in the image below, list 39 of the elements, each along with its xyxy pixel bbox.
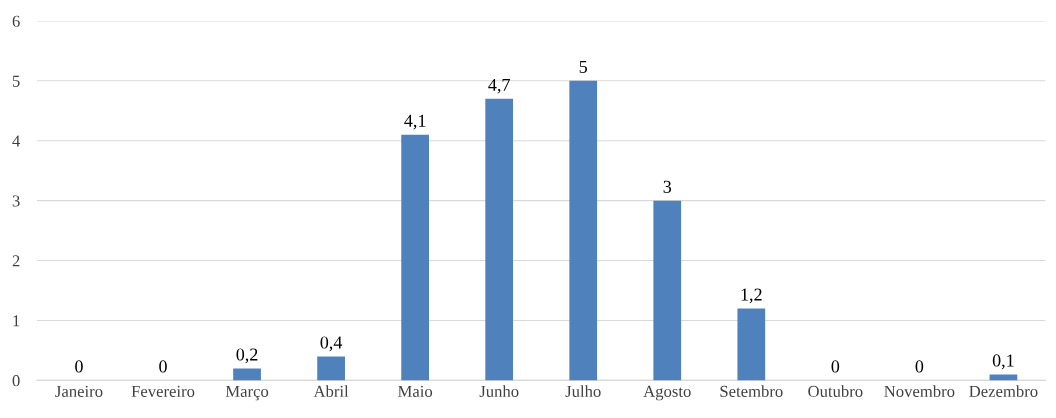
- x-tick-label: Junho: [479, 385, 519, 397]
- bar: [653, 200, 682, 381]
- x-tick-label: Janeiro: [55, 385, 103, 397]
- data-label: 3: [663, 180, 672, 193]
- x-tick-label: Fevereiro: [131, 385, 195, 397]
- bar: [233, 368, 261, 381]
- bar: [569, 80, 598, 381]
- x-tick-label: Agosto: [643, 385, 691, 401]
- bar: [317, 356, 345, 381]
- y-tick-label: 4: [12, 135, 21, 147]
- data-label: 5: [579, 60, 588, 73]
- bar: [485, 98, 514, 381]
- x-tick-label: Março: [225, 385, 269, 401]
- y-tick-label: 2: [12, 255, 20, 267]
- bar: [989, 374, 1018, 381]
- data-label: 4,7: [488, 78, 510, 94]
- y-tick-label: 1: [13, 315, 20, 327]
- x-tick-label: Outubro: [808, 385, 863, 397]
- data-label: 0: [75, 360, 83, 373]
- y-tick-label: 5: [12, 75, 20, 87]
- x-tick-label: Maio: [398, 385, 433, 397]
- y-tick-label: 6: [12, 15, 20, 27]
- data-label: 0: [159, 360, 167, 373]
- data-label: 0: [831, 360, 840, 373]
- x-tick-label: Julho: [565, 385, 601, 397]
- x-tick-label: Abril: [313, 385, 349, 397]
- data-label: 4,1: [404, 114, 426, 130]
- y-tick-label: 0: [12, 375, 20, 387]
- data-label: 1,2: [741, 288, 762, 304]
- x-tick-label: Dezembro: [969, 385, 1038, 397]
- data-label: 0,4: [320, 336, 343, 352]
- x-tick-label: Novembro: [884, 385, 955, 397]
- bar: [737, 308, 766, 381]
- data-label: 0,1: [992, 354, 1014, 370]
- x-tick-label: Setembro: [720, 385, 783, 397]
- y-tick-label: 3: [12, 195, 20, 207]
- data-label: 0: [915, 360, 924, 373]
- data-label: 0,2: [236, 348, 258, 364]
- bar: [401, 134, 430, 381]
